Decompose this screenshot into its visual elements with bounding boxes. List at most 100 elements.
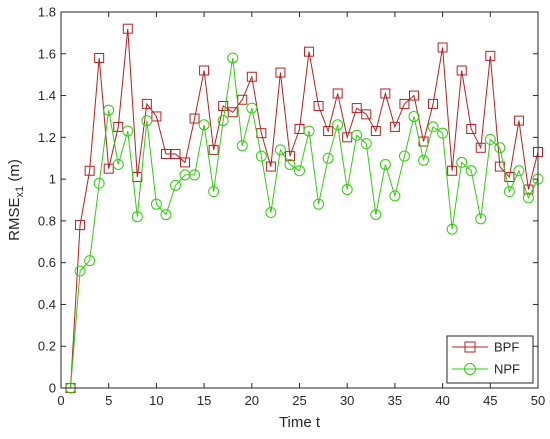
data-point-bpf: [332, 88, 343, 99]
data-point-npf: [208, 186, 220, 198]
data-point-npf: [484, 133, 496, 145]
data-point-bpf: [265, 161, 276, 172]
data-point-bpf: [408, 90, 419, 101]
data-point-bpf: [151, 111, 162, 122]
data-point-npf: [265, 207, 277, 219]
data-point-npf: [284, 158, 296, 170]
data-point-npf: [379, 158, 391, 170]
series-line-npf: [70, 57, 539, 389]
data-point-bpf: [218, 101, 229, 111]
y-axis-label-unit: (m): [6, 159, 23, 186]
data-point-bpf: [275, 67, 286, 78]
data-point-npf: [503, 186, 515, 198]
data-point-bpf: [504, 172, 515, 183]
y-tick-label: 1.4: [38, 88, 56, 103]
y-axis-label-subscript: x1: [14, 186, 26, 198]
data-point-npf: [418, 154, 430, 166]
x-axis-label: Time t: [279, 414, 321, 431]
axis-ticks: 0 5 10 15 20 25 30 35 40 45 50 0 0.2 0.4 0.6 0.8 1 1.2 1.4…: [38, 5, 545, 409]
x-tick-label: 25: [292, 393, 306, 408]
data-point-bpf: [513, 115, 524, 126]
data-point-bpf: [284, 151, 295, 162]
y-tick-label: 0.4: [38, 297, 56, 312]
x-tick-label: 45: [483, 393, 497, 408]
data-point-npf: [255, 150, 267, 162]
data-point-bpf: [103, 163, 114, 174]
data-point-bpf: [313, 101, 324, 111]
data-point-npf: [398, 150, 410, 162]
y-tick-label: 1.6: [38, 46, 56, 61]
data-point-npf: [494, 142, 506, 154]
data-point-npf: [370, 209, 382, 221]
series-layer: [65, 23, 544, 394]
data-point-bpf: [437, 42, 448, 53]
legend-marker-npf: [464, 363, 476, 375]
data-point-npf: [446, 223, 458, 235]
data-point-bpf: [160, 149, 171, 160]
x-tick-label: 10: [149, 393, 163, 408]
y-tick-label: 1.8: [38, 5, 56, 20]
data-point-npf: [351, 129, 363, 141]
legend-label-bpf: BPF: [494, 340, 519, 355]
x-tick-label: 0: [57, 393, 64, 408]
y-axis-label: RMSEx1 (m): [6, 159, 26, 241]
data-point-npf: [141, 115, 153, 127]
data-point-bpf: [199, 65, 210, 76]
data-point-npf: [389, 190, 401, 202]
y-tick-label: 1.2: [38, 130, 56, 145]
data-point-npf: [112, 158, 124, 170]
data-point-npf: [150, 198, 162, 210]
data-point-bpf: [75, 220, 86, 231]
data-point-bpf: [485, 50, 496, 61]
legend: BPF NPF: [446, 335, 534, 384]
data-point-npf: [332, 119, 344, 131]
data-point-bpf: [180, 157, 191, 168]
data-point-npf: [313, 198, 325, 210]
data-point-npf: [274, 144, 286, 156]
data-point-bpf: [475, 142, 486, 153]
y-tick-label: 0.6: [38, 255, 56, 270]
legend-box: [446, 335, 534, 384]
data-point-npf: [131, 211, 143, 223]
plot-frame: [60, 11, 539, 389]
x-tick-label: 5: [105, 393, 112, 408]
data-point-npf: [427, 121, 439, 133]
data-point-bpf: [447, 165, 458, 176]
data-point-npf: [360, 138, 372, 150]
data-point-npf: [465, 165, 477, 177]
series-line-bpf: [70, 28, 539, 389]
data-point-bpf: [94, 52, 105, 63]
data-point-npf: [84, 255, 96, 267]
data-point-bpf: [208, 144, 219, 155]
data-point-npf: [303, 125, 315, 137]
data-point-npf: [169, 179, 181, 191]
data-point-npf: [513, 165, 525, 177]
y-tick-label: 0: [49, 381, 56, 396]
data-point-npf: [322, 152, 334, 164]
data-point-npf: [456, 156, 468, 168]
data-point-bpf: [361, 109, 372, 120]
data-point-npf: [122, 125, 134, 137]
data-point-npf: [475, 213, 487, 225]
y-tick-label: 1: [49, 172, 56, 187]
data-point-npf: [189, 169, 201, 181]
data-point-npf: [522, 192, 534, 204]
data-point-npf: [160, 209, 172, 221]
data-point-npf: [294, 165, 305, 177]
data-point-npf: [227, 52, 239, 64]
data-point-npf: [93, 177, 105, 189]
data-point-npf: [103, 104, 115, 116]
data-point-bpf: [170, 149, 181, 160]
x-tick-label: 30: [340, 393, 354, 408]
legend-marker-bpf: [464, 341, 476, 353]
data-point-bpf: [399, 98, 410, 109]
data-point-npf: [236, 140, 248, 152]
x-tick-label: 20: [245, 393, 259, 408]
data-point-bpf: [323, 126, 334, 137]
data-point-npf: [408, 110, 420, 122]
data-point-npf: [246, 102, 258, 114]
x-tick-label: 40: [435, 393, 449, 408]
data-point-npf: [74, 265, 86, 277]
data-point-bpf: [304, 46, 315, 57]
